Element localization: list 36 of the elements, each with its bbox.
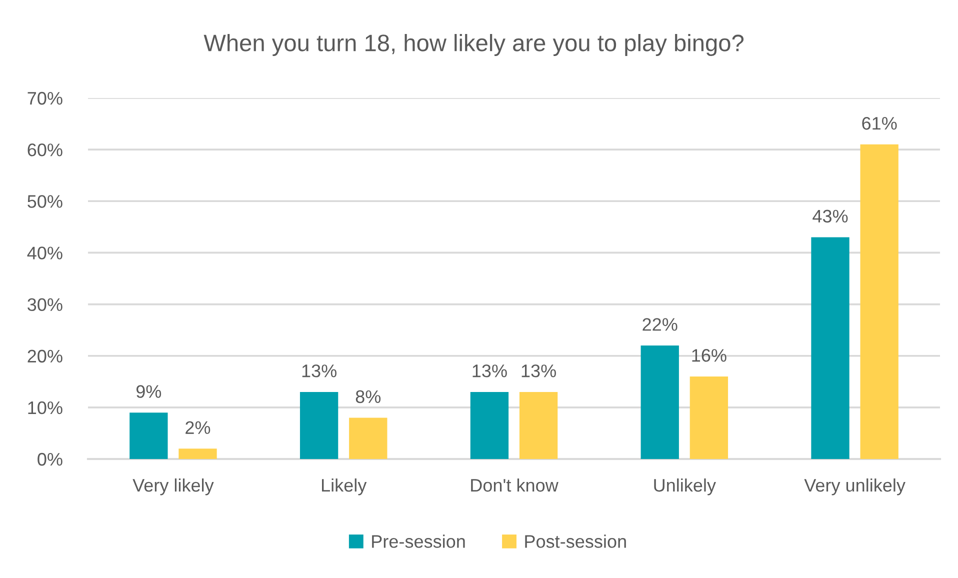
y-tick-label: 10% bbox=[28, 401, 62, 414]
data-label: 8% bbox=[356, 390, 381, 404]
bar bbox=[470, 392, 509, 459]
data-label: 13% bbox=[302, 364, 336, 378]
x-tick-label: Very likely bbox=[132, 478, 214, 496]
bar bbox=[300, 392, 338, 459]
bar bbox=[349, 418, 388, 459]
y-tick-label: 60% bbox=[28, 144, 62, 156]
y-tick-label: 20% bbox=[28, 350, 62, 363]
data-label: 2% bbox=[186, 421, 210, 434]
data-label: 61% bbox=[862, 116, 897, 130]
y-tick-label: 40% bbox=[27, 246, 62, 260]
bar bbox=[178, 448, 217, 459]
bar bbox=[519, 392, 558, 459]
bar bbox=[811, 237, 850, 459]
y-tick-label: 50% bbox=[28, 195, 62, 208]
y-tick-label: 70% bbox=[28, 92, 62, 105]
x-tick-label: Unlikely bbox=[654, 478, 716, 496]
legend-label: Post-session bbox=[525, 534, 626, 548]
chart-title: When you turn 18, how likely are you to play bingo? bbox=[204, 34, 744, 56]
legend-label: Pre-session bbox=[372, 534, 465, 548]
y-tick-label: 0% bbox=[38, 452, 62, 466]
data-label: 16% bbox=[692, 349, 726, 362]
y-tick-label: 30% bbox=[28, 298, 62, 312]
data-label: 43% bbox=[812, 210, 848, 223]
bar bbox=[130, 412, 168, 459]
data-label: 22% bbox=[642, 318, 678, 331]
x-tick-label: Likely bbox=[322, 478, 367, 496]
x-tick-label: Very unlikely bbox=[804, 478, 906, 496]
bar bbox=[690, 376, 728, 459]
bar bbox=[860, 144, 898, 459]
bar bbox=[640, 346, 679, 459]
data-label: 9% bbox=[136, 385, 162, 398]
data-label: 13% bbox=[472, 364, 507, 378]
data-label: 13% bbox=[522, 364, 556, 378]
x-tick-label: Don't know bbox=[471, 478, 558, 492]
